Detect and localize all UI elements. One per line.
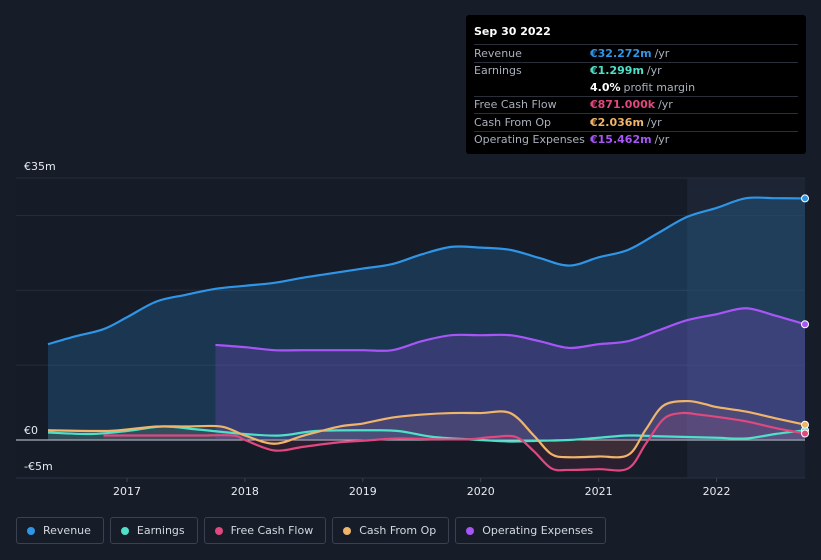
legend-item-operating-expenses[interactable]: Operating Expenses — [455, 517, 607, 544]
x-tick-label: 2019 — [349, 485, 377, 498]
legend-label: Free Cash Flow — [230, 524, 314, 537]
endpoint-free-cash-flow — [801, 429, 809, 438]
recent-period-shade — [687, 178, 805, 478]
legend-dot-icon — [214, 526, 223, 535]
tooltip-row: 4.0% profit margin — [474, 79, 798, 96]
legend-label: Cash From Op — [359, 524, 437, 537]
legend-item-earnings[interactable]: Earnings — [109, 517, 198, 544]
endpoint-revenue — [801, 194, 809, 203]
legend-label: Earnings — [136, 524, 185, 537]
line-earnings — [47, 425, 806, 443]
tooltip-row: Revenue €32.272m/yr — [474, 44, 798, 62]
legend-label: Revenue — [43, 524, 91, 537]
tooltip-row: Free Cash Flow €871.000k/yr — [474, 95, 798, 114]
tooltip-row-value: €1.299m — [590, 64, 644, 78]
legend-dot-icon — [27, 526, 35, 535]
legend-item-cash-from-op[interactable]: Cash From Op — [332, 517, 450, 544]
line-cash-from-op — [47, 399, 806, 459]
legend-dot-icon — [120, 526, 129, 535]
area-cash-from-op — [48, 401, 805, 458]
x-tick-label: 2018 — [231, 485, 259, 498]
area-free-cash-flow — [103, 412, 805, 471]
x-tick-label: 2022 — [703, 485, 731, 498]
tooltip-row-label: Earnings — [474, 64, 522, 78]
tooltip-row-value: €32.272m — [590, 46, 652, 60]
tooltip-date: Sep 30 2022 — [474, 25, 551, 38]
tooltip-row-unit: /yr — [646, 64, 662, 78]
x-tick-label: 2021 — [585, 485, 613, 498]
line-revenue — [47, 196, 806, 346]
chart-legend: Revenue Earnings Free Cash Flow Cash From O… — [16, 517, 607, 544]
tooltip-row-unit: /yr — [646, 115, 662, 129]
tooltip-row: Operating Expenses €15.462m/yr — [474, 130, 798, 149]
legend-label: Operating Expenses — [482, 524, 594, 537]
tooltip-row-unit: /yr — [658, 98, 673, 112]
tooltip-row: Earnings €1.299m/yr — [474, 61, 798, 80]
tooltip-row-label: Operating Expenses — [474, 133, 585, 147]
endpoint-operating-expenses — [801, 320, 809, 329]
tooltip-row-value: €871.000k — [590, 98, 656, 112]
area-revenue — [48, 197, 805, 440]
y-tick-label-top: €35m — [24, 160, 56, 173]
tooltip-row-unit: /yr — [654, 133, 670, 147]
legend-dot-icon — [466, 526, 475, 535]
y-tick-label-zero: €0 — [24, 424, 38, 437]
line-operating-expenses — [215, 307, 806, 352]
tooltip-row-value: €15.462m — [590, 133, 652, 147]
x-tick-label: 2020 — [467, 485, 495, 498]
tooltip-row: Cash From Op €2.036m/yr — [474, 113, 798, 131]
endpoint-cash-from-op — [801, 420, 809, 429]
legend-item-free-cash-flow[interactable]: Free Cash Flow — [203, 517, 327, 544]
tooltip-row-unit: /yr — [654, 46, 670, 60]
x-tick-label: 2017 — [113, 485, 141, 498]
tooltip-row-label: Revenue — [474, 46, 522, 60]
tooltip-row-value: €2.036m — [590, 115, 644, 129]
line-free-cash-flow — [103, 411, 806, 472]
legend-item-revenue[interactable]: Revenue — [16, 517, 104, 544]
area-operating-expenses — [215, 308, 805, 440]
tooltip-row-value: 4.0% — [590, 80, 621, 94]
tooltip-row-label: Free Cash Flow — [474, 98, 557, 112]
legend-dot-icon — [343, 526, 352, 535]
tooltip-row-unit: profit margin — [623, 80, 696, 94]
tooltip-row-label: Cash From Op — [474, 115, 552, 129]
area-earnings — [48, 426, 805, 442]
data-tooltip: Sep 30 2022 Revenue €32.272m/yr Earnings €1… — [466, 15, 806, 154]
y-tick-label-bottom: -€5m — [24, 460, 53, 473]
